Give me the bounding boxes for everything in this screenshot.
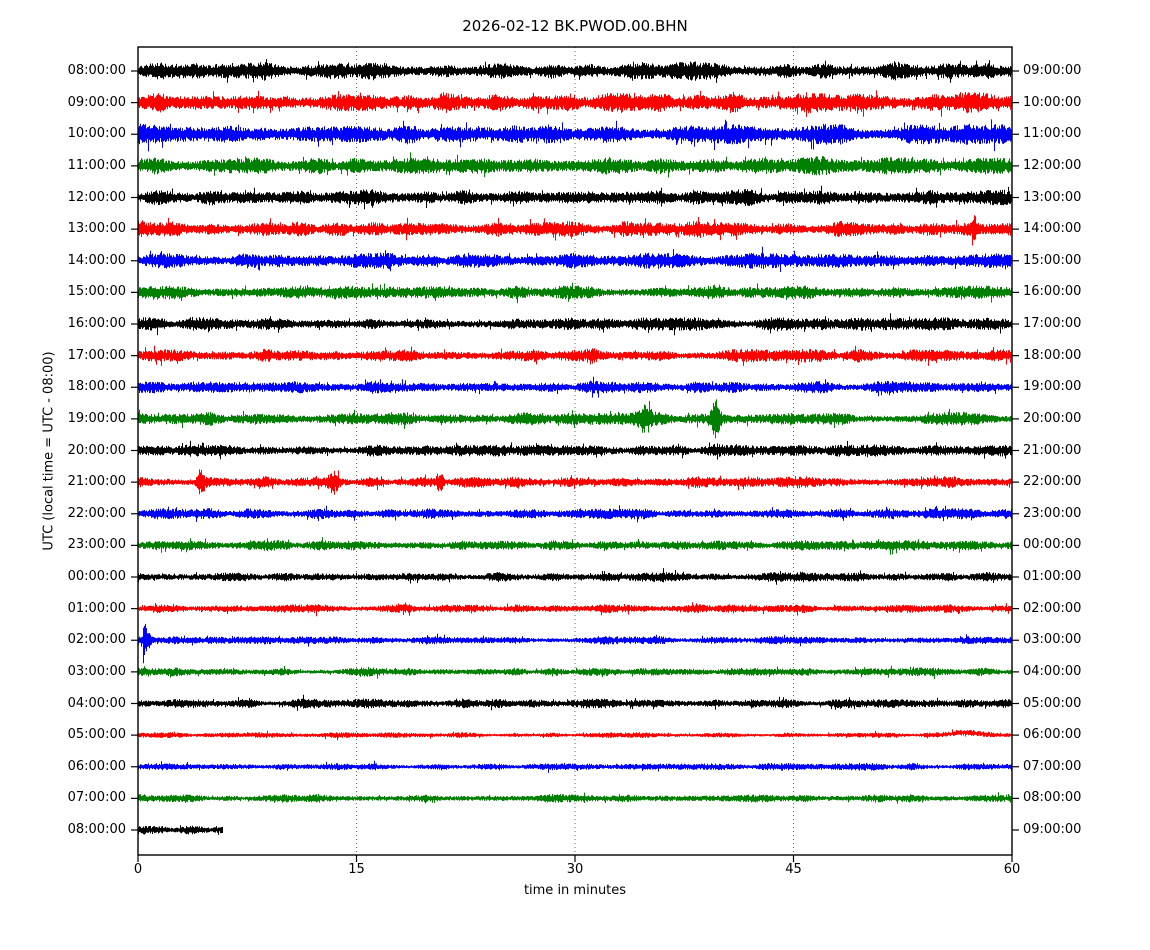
utc-time-label-left: 14:00:00 xyxy=(67,252,126,268)
trace-row-190000 xyxy=(138,399,1012,439)
trace-row-170000 xyxy=(138,345,1012,366)
local-time-label-right: 12:00:00 xyxy=(1023,157,1082,173)
local-time-label-right: 16:00:00 xyxy=(1023,284,1082,300)
local-time-label-right: 08:00:00 xyxy=(1023,790,1082,806)
utc-time-label-left: 08:00:00 xyxy=(67,63,126,78)
local-time-label-right: 11:00:00 xyxy=(1023,126,1082,142)
x-tick-label-15: 15 xyxy=(348,862,365,877)
trace-row-030000 xyxy=(138,665,1012,679)
local-time-label-right: 06:00:00 xyxy=(1023,727,1082,743)
trace-row-060000 xyxy=(138,760,1012,773)
utc-time-label-left: 11:00:00 xyxy=(67,157,126,173)
local-time-label-right: 20:00:00 xyxy=(1023,410,1082,426)
local-time-label-right: 14:00:00 xyxy=(1023,221,1082,237)
local-time-label-right: 09:00:00 xyxy=(1023,822,1082,837)
trace-row-040000 xyxy=(138,694,1012,711)
utc-time-label-left: 22:00:00 xyxy=(67,505,126,521)
trace-row-160000 xyxy=(138,313,1012,336)
trace-row-080000 xyxy=(138,825,223,835)
utc-time-label-left: 15:00:00 xyxy=(67,284,126,300)
chart-title: 2026-02-12 BK.PWOD.00.BHN xyxy=(462,17,688,35)
local-time-label-right: 15:00:00 xyxy=(1023,252,1082,268)
local-time-label-right: 00:00:00 xyxy=(1023,537,1082,553)
trace-row-220000 xyxy=(138,505,1012,523)
local-time-label-right: 09:00:00 xyxy=(1023,63,1082,78)
utc-time-label-left: 10:00:00 xyxy=(67,126,126,142)
utc-time-label-left: 20:00:00 xyxy=(67,442,126,458)
utc-time-label-left: 06:00:00 xyxy=(67,758,126,774)
trace-row-080000 xyxy=(138,59,1012,83)
utc-time-label-left: 13:00:00 xyxy=(67,221,126,237)
utc-time-label-left: 17:00:00 xyxy=(67,347,126,363)
x-tick-label-30: 30 xyxy=(566,862,584,877)
trace-group xyxy=(138,59,1012,835)
utc-time-label-left: 01:00:00 xyxy=(67,600,126,616)
local-time-label-right: 22:00:00 xyxy=(1023,474,1082,490)
utc-time-label-left: 05:00:00 xyxy=(67,727,126,743)
x-tick-label-0: 0 xyxy=(133,862,143,877)
local-time-label-right: 05:00:00 xyxy=(1023,695,1082,711)
utc-time-label-left: 00:00:00 xyxy=(67,569,126,584)
trace-row-130000 xyxy=(138,215,1012,246)
x-tick-label-60: 60 xyxy=(1003,862,1021,877)
local-time-label-right: 07:00:00 xyxy=(1023,758,1082,774)
utc-time-label-left: 21:00:00 xyxy=(67,474,126,490)
trace-row-100000 xyxy=(138,119,1012,152)
trace-row-140000 xyxy=(138,246,1012,272)
local-time-label-right: 01:00:00 xyxy=(1023,569,1082,584)
local-time-label-right: 10:00:00 xyxy=(1023,94,1082,110)
trace-row-000000 xyxy=(138,568,1012,585)
local-time-label-right: 17:00:00 xyxy=(1023,316,1082,331)
utc-time-label-left: 18:00:00 xyxy=(67,379,126,395)
utc-time-label-left: 19:00:00 xyxy=(67,410,126,426)
local-time-label-right: 18:00:00 xyxy=(1023,347,1082,363)
trace-row-070000 xyxy=(138,792,1012,804)
trace-row-110000 xyxy=(138,152,1012,178)
x-tick-label-45: 45 xyxy=(785,862,802,877)
trace-row-200000 xyxy=(138,440,1012,460)
utc-time-label-left: 03:00:00 xyxy=(67,663,126,679)
trace-row-010000 xyxy=(138,602,1012,617)
trace-row-180000 xyxy=(138,376,1012,398)
trace-row-230000 xyxy=(138,537,1012,555)
local-time-label-right: 23:00:00 xyxy=(1023,505,1082,521)
local-time-label-right: 13:00:00 xyxy=(1023,189,1082,205)
utc-time-label-left: 23:00:00 xyxy=(67,537,126,553)
utc-time-label-left: 12:00:00 xyxy=(67,189,126,205)
utc-time-label-left: 04:00:00 xyxy=(67,695,126,711)
local-time-label-right: 03:00:00 xyxy=(1023,632,1082,648)
trace-row-090000 xyxy=(138,90,1012,117)
utc-time-label-left: 08:00:00 xyxy=(67,822,126,837)
local-time-label-right: 21:00:00 xyxy=(1023,442,1082,458)
local-time-label-right: 02:00:00 xyxy=(1023,600,1082,616)
utc-time-label-left: 07:00:00 xyxy=(67,790,126,806)
trace-row-120000 xyxy=(138,185,1012,210)
local-time-label-right: 04:00:00 xyxy=(1023,663,1082,679)
trace-row-020000 xyxy=(138,623,1012,664)
local-time-label-right: 19:00:00 xyxy=(1023,379,1082,395)
trace-row-210000 xyxy=(138,469,1012,495)
trace-row-050000 xyxy=(138,729,1012,741)
trace-row-150000 xyxy=(138,282,1012,304)
utc-time-label-left: 09:00:00 xyxy=(67,94,126,110)
utc-time-label-left: 16:00:00 xyxy=(67,316,126,331)
x-axis-label: time in minutes xyxy=(523,883,627,898)
utc-time-label-left: 02:00:00 xyxy=(67,632,126,648)
